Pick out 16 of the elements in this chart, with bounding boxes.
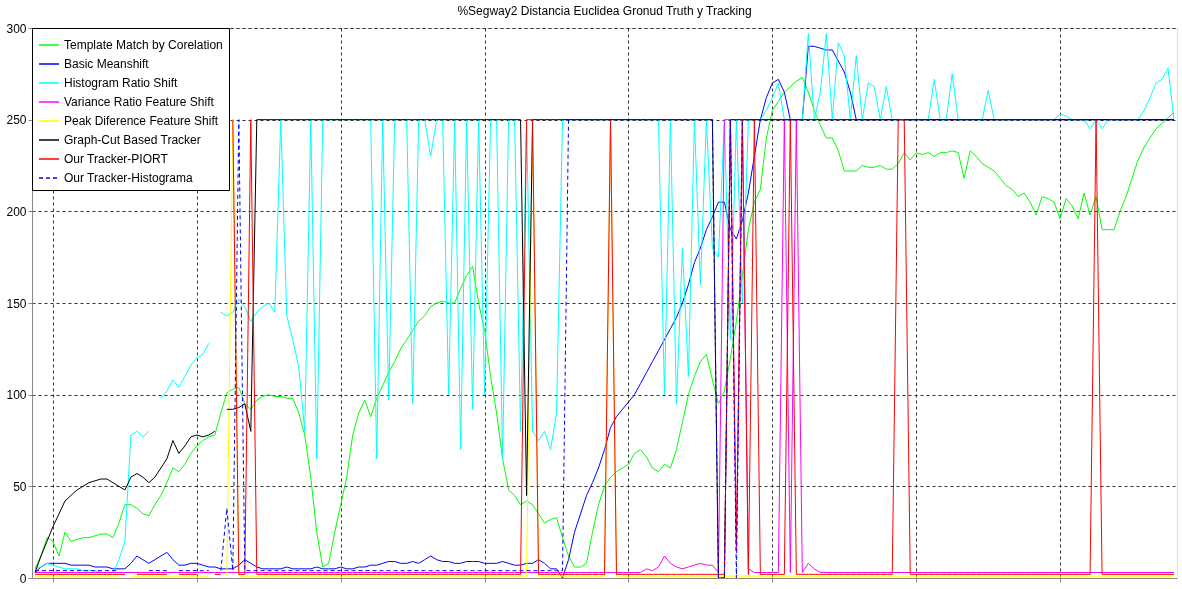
legend-label: Variance Ratio Feature Shift: [64, 95, 215, 109]
y-tick-label: 200: [6, 204, 27, 219]
legend-label: Histogram Ratio Shift: [64, 76, 179, 90]
y-tick-label: 50: [13, 479, 27, 494]
y-tick-label: 100: [6, 388, 27, 403]
legend-label: Basic Meanshift: [64, 57, 150, 71]
legend-label: Template Match by Corelation: [64, 38, 223, 52]
chart-title: %Segway2 Distancia Euclidea Gronud Truth y Tracking: [457, 4, 752, 18]
y-tick-label: 0: [19, 571, 27, 586]
legend-label: Our Tracker-PIORT: [64, 152, 169, 166]
y-tick-label: 250: [6, 113, 27, 128]
y-tick-label: 150: [6, 296, 27, 311]
legend-label: Peak Diference Feature Shift: [64, 114, 219, 128]
legend-label: Graph-Cut Based Tracker: [64, 133, 201, 147]
legend-label: Our Tracker-Histograma: [64, 171, 194, 185]
y-tick-label: 300: [6, 21, 27, 36]
